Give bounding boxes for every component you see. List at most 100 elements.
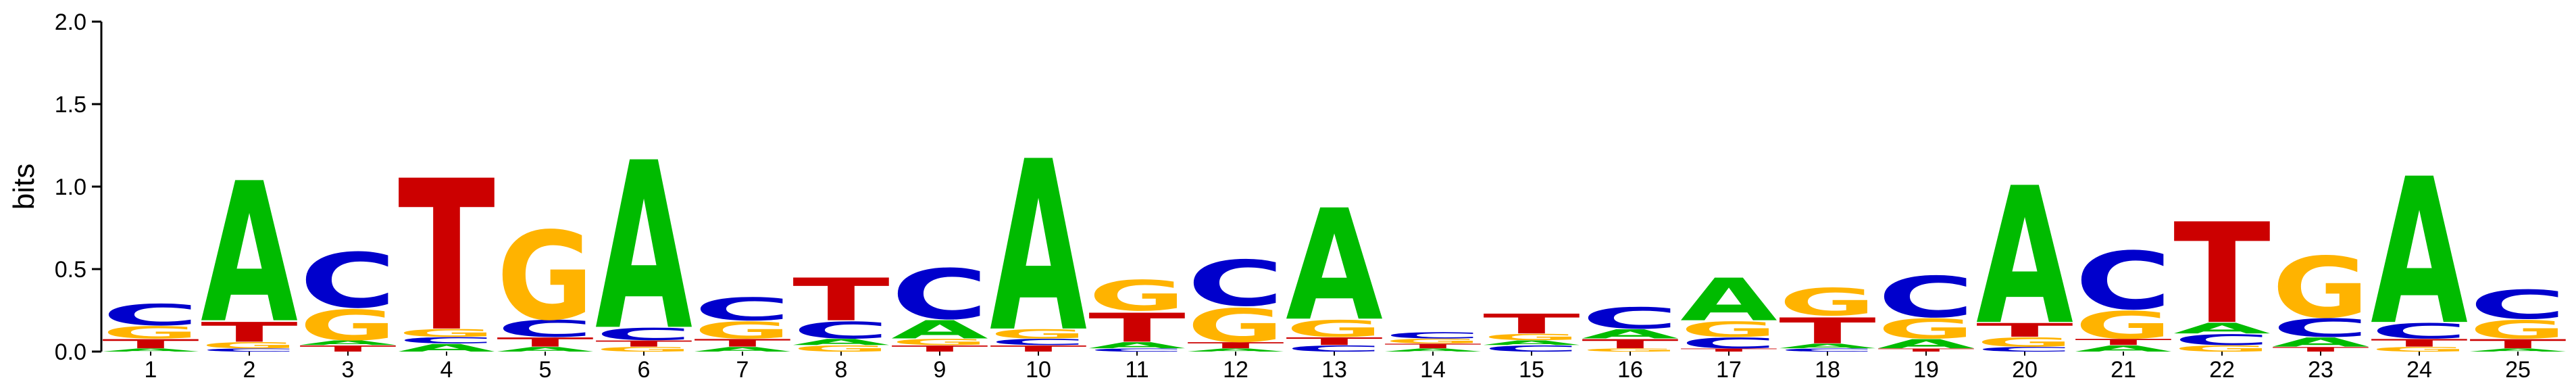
y-tick-label: 0.5: [55, 257, 86, 283]
logo-letter-C: C: [1779, 348, 1876, 352]
x-tick-label: 6: [638, 357, 651, 382]
logo-letter-T: T: [990, 344, 1087, 354]
logo-letter-C: C: [792, 317, 890, 344]
logo-letter-T: T: [102, 337, 199, 352]
logo-letter-C: C: [1582, 302, 1679, 335]
logo-letter-C: C: [595, 325, 692, 344]
logo-letter-C: C: [891, 255, 988, 335]
logo-letter-C: C: [2272, 314, 2369, 343]
logo-letter-G: G: [299, 302, 397, 350]
logo-letter-T: T: [1088, 305, 1186, 351]
logo-letter-C: C: [990, 337, 1087, 347]
logo-letter-T: T: [1779, 310, 1876, 352]
logo-letter-A: A: [201, 142, 298, 366]
logo-letter-T: T: [201, 316, 298, 348]
logo-letter-A: A: [102, 348, 199, 352]
logo-letter-A: A: [497, 345, 594, 353]
logo-letter-G: G: [2272, 239, 2369, 337]
y-axis-label: bits: [7, 164, 41, 210]
logo-letter-A: A: [299, 339, 397, 347]
logo-letter-T: T: [1286, 335, 1383, 348]
logo-letter-A: A: [1483, 339, 1580, 347]
logo-letter-T: T: [1680, 348, 1777, 352]
logo-letter-T: T: [694, 337, 791, 349]
x-tick-label: 7: [736, 357, 749, 382]
logo-letter-G: G: [1976, 335, 2073, 350]
logo-letter-G: G: [1384, 337, 1482, 345]
logo-letter-C: C: [1286, 344, 1383, 354]
logo-letter-T: T: [1582, 337, 1679, 352]
logo-letter-T: T: [2469, 337, 2567, 352]
logo-letter-G: G: [201, 341, 298, 350]
x-tick-label: 11: [1125, 357, 1148, 382]
x-axis-ticks: 1 2 3 4 5 6 7 8 9 10 11 12 13 14 15 16 17 18 19 20 21 22 23 24 2…: [145, 352, 2531, 382]
logo-letter-G: G: [1088, 272, 1186, 320]
logo-letter-T: T: [595, 339, 692, 348]
logo-letter-C: C: [1088, 348, 1186, 352]
x-tick-label: 15: [1519, 357, 1544, 382]
logo-letter-C: C: [2469, 282, 2567, 328]
logo-letter-A: A: [2272, 335, 2369, 350]
logo-letter-A: A: [792, 337, 890, 347]
logo-letter-A: A: [1187, 348, 1284, 352]
x-tick-label: 14: [1420, 357, 1446, 382]
logo-letter-G: G: [1680, 317, 1777, 341]
logo-letter-A: A: [398, 342, 495, 354]
logo-letter-A: A: [1877, 337, 1975, 352]
logo-letter-G: G: [990, 327, 1087, 341]
logo-letter-G: G: [1582, 348, 1679, 352]
x-tick-label: 19: [1913, 357, 1939, 382]
logo-letter-A: A: [891, 315, 988, 344]
logo-letter-G: G: [497, 206, 594, 347]
logo-letter-C: C: [1976, 345, 2073, 353]
x-tick-label: 22: [2209, 357, 2235, 382]
logo-letter-C: C: [1877, 264, 1975, 331]
logo-letter-G: G: [102, 323, 199, 343]
logo-letter-C: C: [1483, 344, 1580, 354]
logo-letter-G: G: [1779, 281, 1876, 325]
logo-letter-A: A: [1088, 341, 1186, 350]
logo-letter-T: T: [299, 344, 397, 354]
logo-letter-C: C: [1680, 335, 1777, 352]
logo-letter-A: A: [1286, 177, 1383, 355]
logo-letter-T: T: [2173, 193, 2271, 354]
logo-letter-G: G: [1286, 316, 1383, 343]
logo-letter-A: A: [2075, 344, 2172, 354]
x-tick-label: 5: [539, 357, 552, 382]
x-tick-label: 13: [1321, 357, 1347, 382]
y-axis: 0.0 0.5 1.0 1.5 2.0 bits: [7, 9, 103, 365]
logo-letter-T: T: [497, 335, 594, 350]
logo-letter-T: T: [792, 266, 890, 335]
x-tick-label: 16: [1617, 357, 1643, 382]
logo-letter-T: T: [2075, 337, 2172, 347]
logo-letter-A: A: [1976, 147, 2073, 366]
logo-letter-A: A: [990, 111, 1088, 382]
logo-letter-C: C: [201, 348, 298, 352]
logo-letter-A: A: [1384, 348, 1482, 352]
logo-letter-G: G: [595, 345, 692, 353]
logo-letter-A: A: [2469, 348, 2567, 352]
x-tick-label: 9: [934, 357, 946, 382]
logo-letter-T: T: [891, 344, 988, 354]
logo-letter-T: T: [1877, 348, 1975, 352]
logo-letter-T: T: [1976, 319, 2073, 341]
logo-letter-G: G: [1877, 313, 1975, 345]
logo-letter-C: C: [398, 335, 495, 345]
logo-letter-C: C: [2075, 235, 2172, 328]
logo-letter-C: C: [299, 237, 397, 325]
logo-letter-T: T: [1384, 343, 1482, 350]
x-tick-label: 21: [2111, 357, 2136, 382]
logo-letter-A: A: [1779, 343, 1876, 350]
logo-letter-T: T: [398, 137, 496, 377]
x-tick-label: 18: [1815, 357, 1840, 382]
x-tick-label: 8: [835, 357, 848, 382]
logo-letter-C: C: [2371, 319, 2468, 343]
x-tick-label: 12: [1223, 357, 1248, 382]
logo-letter-G: G: [2371, 345, 2468, 353]
logo-letter-T: T: [1483, 308, 1580, 340]
x-tick-label: 25: [2505, 357, 2531, 382]
x-tick-label: 2: [243, 357, 256, 382]
logo-letter-G: G: [398, 327, 495, 339]
logo-letter-A: A: [694, 345, 791, 353]
